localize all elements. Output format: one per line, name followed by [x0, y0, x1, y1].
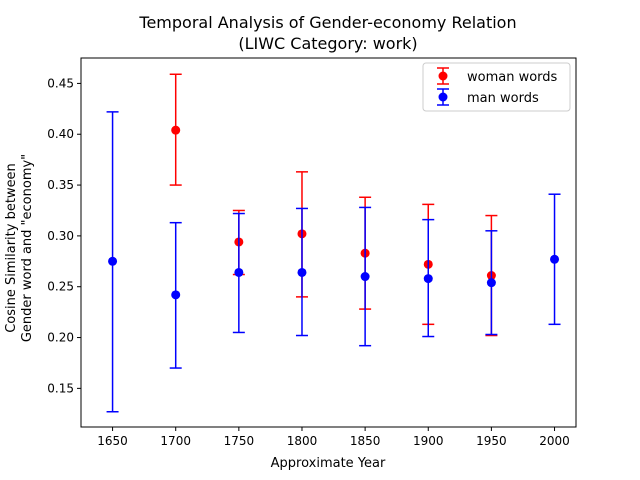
axis-layer: 1650 1700 1750 1800 1850 1900 1950 2000 0.15 0.20…: [47, 76, 570, 448]
y-tick-label: 0.20: [47, 331, 74, 345]
y-tick-label: 0.35: [47, 178, 74, 192]
y-tick-label: 0.40: [47, 127, 74, 141]
x-tick-label: 1700: [160, 434, 191, 448]
legend-man-marker: [438, 92, 448, 102]
y-axis-label-line2: Gender word and "economy": [20, 154, 35, 342]
x-tick-label: 2000: [539, 434, 570, 448]
x-tick-label: 1900: [413, 434, 444, 448]
plot-area-frame: [80, 57, 577, 428]
chart-title: Temporal Analysis of Gender-economy Rela…: [138, 13, 516, 32]
x-tick-label: 1950: [476, 434, 507, 448]
man-point: [171, 290, 181, 300]
legend-woman-marker: [438, 71, 448, 81]
woman-point: [171, 125, 181, 135]
man-point: [360, 272, 370, 282]
man-point: [423, 274, 433, 284]
y-tick-label: 0.45: [47, 76, 74, 90]
man-point: [550, 254, 560, 264]
chart-subtitle: (LIWC Category: work): [238, 34, 417, 53]
x-tick-label: 1800: [287, 434, 318, 448]
x-tick-label: 1650: [97, 434, 128, 448]
y-tick-label: 0.30: [47, 229, 74, 243]
x-axis-label: Approximate Year: [271, 456, 386, 471]
y-tick-label: 0.15: [47, 381, 74, 395]
legend: woman words man words: [422, 62, 571, 112]
legend-box: [422, 62, 571, 112]
man-point: [486, 278, 496, 288]
x-tick-label: 1850: [350, 434, 381, 448]
man-point: [297, 267, 307, 277]
y-axis-label-line1: Cosine Similarity between: [4, 163, 19, 333]
man-point: [234, 267, 244, 277]
y-tick-label: 0.25: [47, 280, 74, 294]
man-point: [108, 256, 118, 266]
legend-man-label: man words: [467, 91, 539, 106]
x-tick-label: 1750: [224, 434, 255, 448]
legend-woman-label: woman words: [467, 70, 558, 85]
data-layer: [106, 73, 561, 413]
